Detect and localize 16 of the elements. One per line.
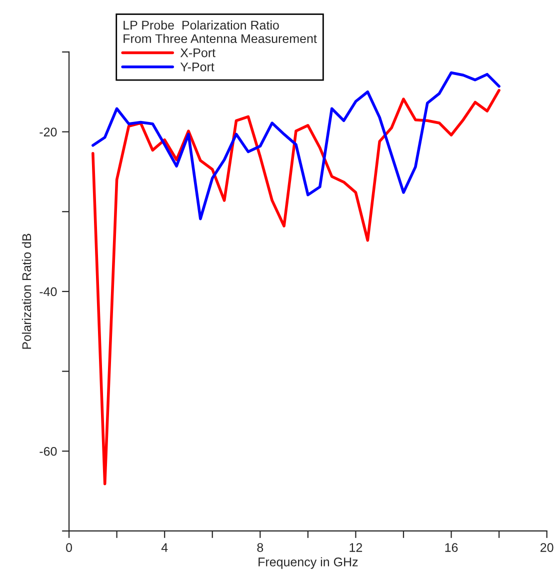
x-tick-label: 4 <box>161 543 168 552</box>
x-tick-label: 12 <box>350 543 362 552</box>
line-series <box>92 71 500 220</box>
y-axis-title: Polarization Ratio dB <box>22 234 32 349</box>
x-tick-label: 0 <box>66 543 72 552</box>
y-tick-label: -40 <box>40 287 57 296</box>
x-axis-title: Frequency in GHz <box>258 557 358 569</box>
legend-title: LP Probe Polarization Ratio From Three Antenna Measurement <box>124 20 317 44</box>
legend-label: X-Port <box>180 48 216 58</box>
legend-label: Y-Port <box>180 62 214 72</box>
line-series <box>92 88 500 486</box>
y-tick-label: -20 <box>40 128 57 136</box>
x-tick-label: 8 <box>257 543 264 552</box>
y-tick-label: -60 <box>40 446 57 456</box>
x-tick-label: 16 <box>445 543 458 552</box>
x-tick-label: 20 <box>540 543 554 552</box>
